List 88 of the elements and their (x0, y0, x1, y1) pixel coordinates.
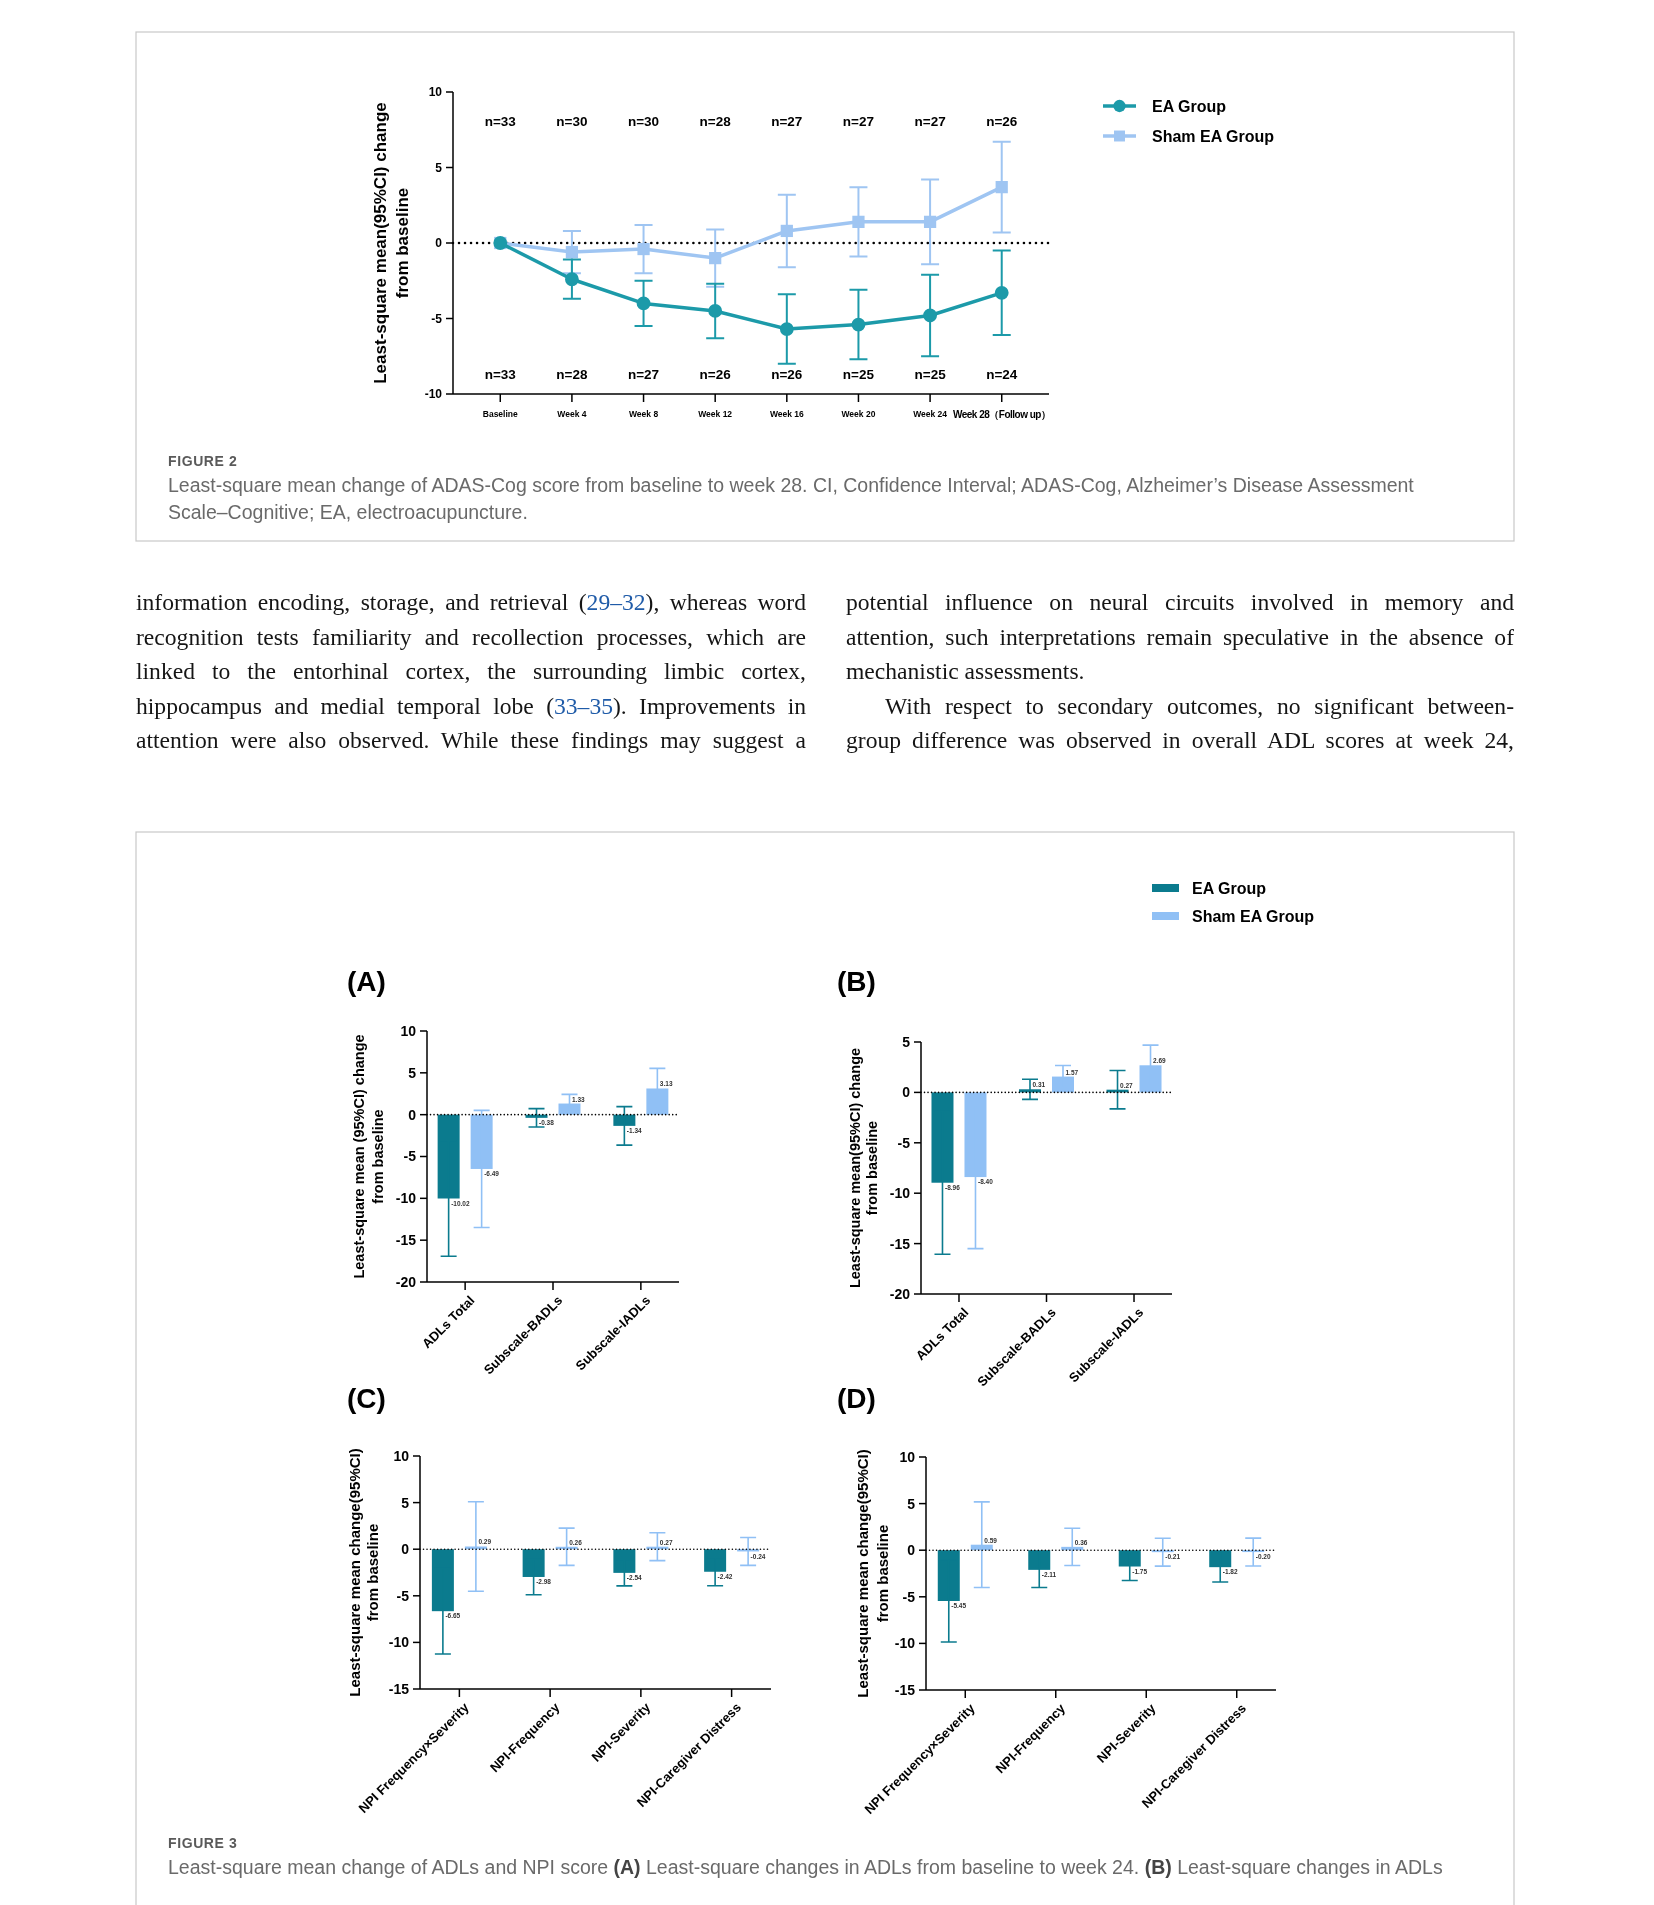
point (995, 181, 1008, 194)
annotation: n=28 (556, 366, 588, 382)
y-tick-label: 5 (408, 1064, 417, 1081)
y-axis-title: Least-square mean(95%CI) change from baseline (370, 102, 412, 384)
text: potential influence on neural circuits involved in memory and attention, such interpretations remain speculative in the absence of mechanistic assessments. (846, 588, 1514, 687)
y-tick-label: -10 (889, 1185, 911, 1202)
x-tick-label: Week 8 (628, 408, 659, 419)
x-tick-label: Week 28（Follow up） (952, 408, 1051, 420)
chart-title: (B) (837, 966, 876, 997)
x-tick-label: Week 16 (769, 408, 805, 419)
annotation: n=24 (986, 366, 1018, 382)
y-tick-label: -20 (395, 1273, 417, 1290)
annotation: n=33 (484, 366, 517, 382)
annotation: n=30 (556, 113, 588, 129)
point (709, 251, 722, 265)
y-tick-label: -5 (897, 1134, 911, 1151)
text: Least-square mean change of ADAS-Cog score from baseline to week 28. CI, Confidence Interval; ADAS-Cog, Alzheimer’s Disease Assessment Scale–Cognitive; EA, electroacupuncture. (168, 473, 1415, 525)
point (565, 272, 579, 287)
x-tick-label: Baseline (482, 408, 519, 419)
annotation: n=25 (914, 366, 947, 382)
text: With respect to secondary outcomes, no significant between-group difference was observed in overall ADL scores at week 24, (846, 691, 1514, 756)
y-tick-label: 0 (401, 1541, 410, 1558)
point (637, 242, 650, 256)
point (994, 285, 1009, 300)
y-tick-label: -10 (388, 1634, 410, 1651)
point (780, 224, 793, 238)
annotation: n=27 (771, 113, 803, 129)
annotation: n=27 (842, 113, 875, 129)
chart-title: (D) (837, 1383, 876, 1414)
point (851, 317, 866, 332)
y-tick-label: -5 (403, 1148, 417, 1165)
chart-title: (A) (347, 966, 386, 997)
y-axis-title: Least-square mean (95%CI) change from baseline (351, 1034, 387, 1279)
y-tick-label: 0 (435, 236, 443, 251)
legend-label: Sham EA Group (1192, 907, 1315, 925)
y-tick-label: 5 (435, 160, 443, 175)
point (565, 245, 579, 259)
y-tick-label: -15 (395, 1232, 417, 1249)
y-tick-label: -10 (894, 1635, 916, 1652)
y-axis-title: Least-square mean change(95%CI) from baseline (854, 1449, 892, 1698)
y-tick-label: 5 (902, 1033, 911, 1050)
point (923, 308, 937, 323)
y-tick-label: 5 (907, 1495, 916, 1512)
y-tick-label: -15 (894, 1681, 916, 1698)
annotation: n=26 (771, 366, 803, 382)
point (923, 215, 937, 228)
y-tick-label: -20 (889, 1285, 911, 1302)
annotation: n=27 (627, 366, 660, 382)
x-tick-label: Week 24 (913, 408, 948, 419)
annotation: n=27 (914, 113, 946, 129)
legend-label: Sham EA Group (1152, 127, 1275, 145)
caption: FIGURE 2 (168, 452, 239, 471)
point (636, 296, 651, 311)
y-tick-label: 10 (400, 1022, 417, 1039)
point (852, 215, 865, 228)
y-tick-label: 0 (902, 1084, 911, 1101)
y-tick-label: 0 (907, 1542, 916, 1559)
y-tick-label: -15 (388, 1680, 410, 1697)
x-tick-label: Week 4 (557, 408, 587, 419)
y-axis-title: Least-square mean(95%CI) change from baseline (847, 1047, 881, 1289)
annotation: n=30 (627, 113, 660, 129)
x-tick-label: Week 20 (841, 408, 876, 419)
x-tick-label: Week 12 (698, 408, 733, 419)
y-tick-label: 10 (899, 1448, 916, 1465)
legend-label: EA Group (1192, 879, 1267, 897)
y-tick-label: 0 (408, 1106, 417, 1123)
chart-title: (C) (347, 1383, 386, 1414)
y-tick-label: -10 (395, 1190, 417, 1207)
text: Least-square mean change of ADLs and NPI score (A) Least-square changes in ADLs from baseline to week 24. (B) Least-square changes in ADLs (168, 1855, 1444, 1880)
y-tick-label: -5 (431, 311, 443, 326)
annotation: n=25 (842, 366, 875, 382)
y-tick-label: 5 (401, 1494, 410, 1511)
y-tick-label: 10 (393, 1447, 410, 1464)
legend-label: EA Group (1152, 97, 1227, 115)
y-axis-title: Least-square mean change(95%CI) from baseline (346, 1448, 382, 1697)
caption: FIGURE 3 (168, 1834, 239, 1853)
text: information encoding, storage, and retrieval (29–32), whereas word recognition tests familiarity and recollection processes, which are linked to the entorhinal cortex, the surrounding limbic cortex, hippocampus and medial temporal lobe (33–35). Improvements in attention were also observed. While these findings may suggest a (136, 589, 806, 754)
y-tick-label: 10 (428, 85, 443, 100)
annotation: n=26 (699, 366, 732, 382)
y-tick-label: -10 (424, 387, 443, 402)
y-tick-label: -15 (889, 1235, 911, 1252)
y-tick-label: -5 (902, 1588, 916, 1605)
point (708, 304, 723, 318)
point (779, 322, 794, 336)
annotation: n=33 (484, 113, 517, 129)
annotation: n=28 (699, 113, 732, 129)
annotation: n=26 (986, 113, 1018, 129)
y-tick-label: -5 (396, 1587, 410, 1604)
